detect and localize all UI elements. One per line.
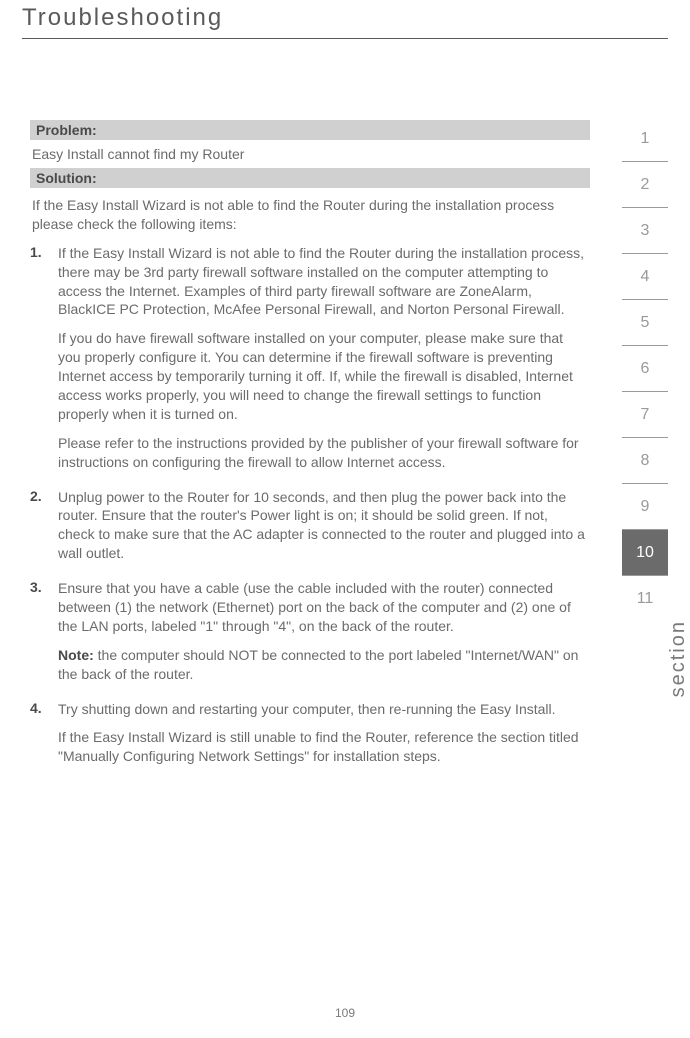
list-item: 3. Ensure that you have a cable (use the…	[30, 579, 590, 693]
list-item: 4. Try shutting down and restarting your…	[30, 700, 590, 777]
page-title: Troubleshooting	[0, 0, 690, 38]
item-number: 2.	[30, 488, 58, 574]
section-tab-10[interactable]: 10	[622, 530, 668, 576]
problem-text: Easy Install cannot find my Router	[30, 144, 590, 168]
section-tab-5[interactable]: 5	[622, 300, 668, 346]
section-tab-9[interactable]: 9	[622, 484, 668, 530]
item-body: Try shutting down and restarting your co…	[58, 700, 588, 777]
section-tab-4[interactable]: 4	[622, 254, 668, 300]
solution-intro: If the Easy Install Wizard is not able t…	[30, 192, 590, 244]
section-tab-6[interactable]: 6	[622, 346, 668, 392]
note-paragraph: Note: the computer should NOT be connect…	[58, 646, 588, 684]
paragraph: Ensure that you have a cable (use the ca…	[58, 579, 588, 636]
item-number: 1.	[30, 244, 58, 482]
item-body: Unplug power to the Router for 10 second…	[58, 488, 588, 574]
paragraph: If you do have firewall software install…	[58, 329, 588, 423]
section-tab-2[interactable]: 2	[622, 162, 668, 208]
solution-label: Solution:	[30, 168, 590, 188]
item-number: 4.	[30, 700, 58, 777]
section-tab-8[interactable]: 8	[622, 438, 668, 484]
list-item: 2. Unplug power to the Router for 10 sec…	[30, 488, 590, 574]
title-divider	[22, 38, 668, 39]
list-item: 1. If the Easy Install Wizard is not abl…	[30, 244, 590, 482]
paragraph: If the Easy Install Wizard is not able t…	[58, 244, 588, 320]
item-body: If the Easy Install Wizard is not able t…	[58, 244, 588, 482]
paragraph: Unplug power to the Router for 10 second…	[58, 488, 588, 564]
note-text: the computer should NOT be connected to …	[58, 647, 578, 682]
paragraph: Try shutting down and restarting your co…	[58, 700, 588, 719]
note-label: Note:	[58, 647, 94, 663]
item-number: 3.	[30, 579, 58, 693]
item-body: Ensure that you have a cable (use the ca…	[58, 579, 588, 693]
section-tab-7[interactable]: 7	[622, 392, 668, 438]
section-vertical-label: section	[667, 620, 690, 697]
page-number: 109	[0, 1006, 690, 1020]
section-tabs: 1 2 3 4 5 6 7 8 9 10 11	[622, 116, 668, 622]
problem-label: Problem:	[30, 120, 590, 140]
paragraph: Please refer to the instructions provide…	[58, 434, 588, 472]
paragraph: If the Easy Install Wizard is still unab…	[58, 728, 588, 766]
content-area: Problem: Easy Install cannot find my Rou…	[30, 120, 590, 782]
section-tab-1[interactable]: 1	[622, 116, 668, 162]
section-tab-11[interactable]: 11	[622, 576, 668, 622]
section-tab-3[interactable]: 3	[622, 208, 668, 254]
